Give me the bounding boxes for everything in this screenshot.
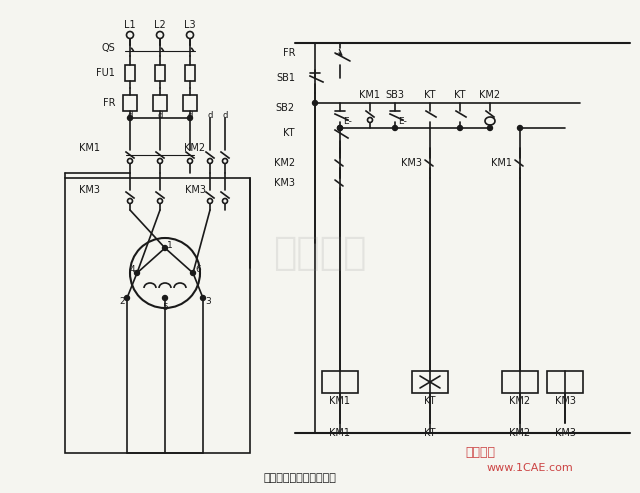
Circle shape [127, 115, 132, 120]
Bar [322, 371, 358, 393]
Text: KM2: KM2 [509, 396, 531, 406]
Text: KM2: KM2 [509, 428, 531, 438]
Circle shape [200, 295, 205, 301]
Text: 2: 2 [119, 296, 125, 306]
Text: 5: 5 [162, 304, 168, 313]
Text: KM3: KM3 [79, 185, 100, 195]
Circle shape [392, 126, 397, 131]
Text: d: d [222, 110, 228, 119]
Circle shape [163, 295, 168, 301]
Circle shape [488, 126, 493, 131]
Bar [547, 371, 583, 393]
Text: KT: KT [424, 396, 436, 406]
Circle shape [312, 101, 317, 106]
Text: FR: FR [282, 48, 295, 58]
Text: KM3: KM3 [554, 428, 575, 438]
Text: L3: L3 [184, 20, 196, 30]
Text: E-: E- [399, 116, 408, 126]
Bar [155, 65, 165, 81]
Text: SB3: SB3 [385, 90, 404, 100]
Bar [123, 95, 137, 111]
Text: SB2: SB2 [276, 103, 295, 113]
Text: KM1: KM1 [330, 396, 351, 406]
Text: KM1: KM1 [360, 90, 381, 100]
Text: KM3: KM3 [184, 185, 205, 195]
Text: E-: E- [344, 116, 353, 126]
Text: d: d [157, 110, 163, 119]
Bar [65, 178, 250, 453]
Text: d: d [188, 110, 193, 119]
Text: 仿真在线: 仿真在线 [273, 234, 367, 272]
Text: L2: L2 [154, 20, 166, 30]
Bar [153, 95, 167, 111]
Circle shape [125, 295, 129, 301]
Text: KM3: KM3 [401, 158, 422, 168]
Text: KM1: KM1 [79, 143, 100, 153]
Text: KT: KT [424, 428, 436, 438]
Bar [185, 65, 195, 81]
Text: 仿真在线: 仿真在线 [465, 447, 495, 459]
Text: KM3: KM3 [274, 178, 295, 188]
Text: KM3: KM3 [554, 396, 575, 406]
Text: 6: 6 [195, 266, 201, 275]
Circle shape [458, 126, 463, 131]
Text: FU1: FU1 [96, 68, 115, 78]
Text: 3: 3 [205, 296, 211, 306]
Bar [125, 65, 135, 81]
Bar [502, 371, 538, 393]
Text: QS: QS [101, 43, 115, 53]
Text: KT: KT [424, 90, 436, 100]
Text: d: d [127, 110, 132, 119]
Text: 双速电动机调速控制线路: 双速电动机调速控制线路 [264, 473, 337, 483]
Circle shape [337, 126, 342, 131]
Text: KM2: KM2 [479, 90, 500, 100]
Text: FR: FR [102, 98, 115, 108]
Circle shape [188, 115, 193, 120]
Text: SB1: SB1 [276, 73, 295, 83]
Circle shape [337, 126, 342, 131]
Text: KM1: KM1 [330, 428, 351, 438]
Circle shape [191, 271, 195, 276]
Text: KM2: KM2 [274, 158, 295, 168]
Circle shape [163, 246, 168, 250]
Text: KT: KT [454, 90, 466, 100]
Text: 4: 4 [129, 266, 135, 275]
Text: KM2: KM2 [184, 143, 205, 153]
Text: 1: 1 [167, 241, 173, 249]
Text: www.1CAE.com: www.1CAE.com [486, 463, 573, 473]
Text: KT: KT [284, 128, 295, 138]
Text: L1: L1 [124, 20, 136, 30]
Circle shape [134, 271, 140, 276]
Bar [183, 95, 197, 111]
Bar [412, 371, 448, 393]
Circle shape [518, 126, 522, 131]
Text: d: d [207, 110, 212, 119]
Text: KM1: KM1 [491, 158, 512, 168]
